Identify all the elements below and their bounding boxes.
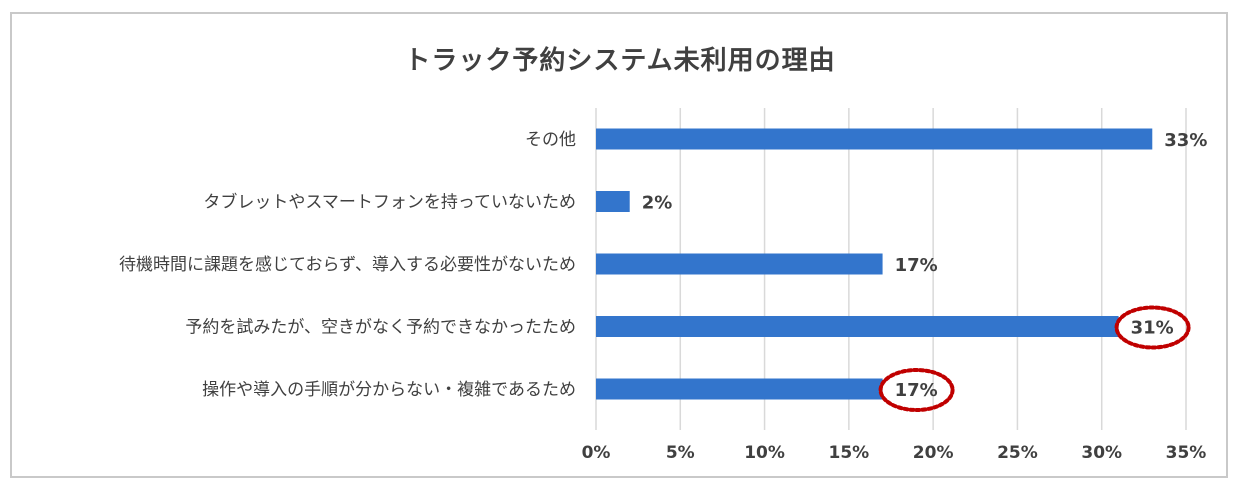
value-label: 17%	[895, 255, 938, 276]
bar	[596, 191, 630, 212]
category-label: 予約を試みたが、空きがなく予約できなかったため	[185, 318, 576, 338]
category-label: タブレットやスマートフォンを持っていないため	[203, 192, 576, 213]
value-label: 33%	[1164, 130, 1207, 151]
highlight-circle	[1114, 305, 1191, 350]
x-tick-label: 20%	[913, 443, 954, 463]
highlight-circle	[878, 368, 955, 412]
value-label: 31%	[1131, 318, 1174, 339]
chart-frame	[10, 12, 1228, 478]
bar	[596, 378, 883, 400]
category-label: その他	[525, 130, 576, 150]
chart-title: トラック予約システム未利用の理由	[404, 46, 836, 76]
category-label: 操作や導入の手順が分からない・複雑であるため	[202, 380, 576, 400]
x-tick-label: 35%	[1166, 443, 1207, 463]
value-label: 17%	[895, 380, 938, 401]
x-tick-label: 15%	[829, 443, 870, 463]
value-label: 2%	[642, 193, 673, 214]
x-tick-label: 25%	[997, 443, 1038, 463]
bar	[596, 128, 1153, 150]
x-tick-label: 30%	[1081, 443, 1122, 463]
bar	[596, 253, 883, 275]
bar	[596, 316, 1119, 337]
x-tick-label: 5%	[666, 443, 695, 463]
x-tick-label: 0%	[582, 443, 611, 463]
x-tick-label: 10%	[744, 443, 785, 463]
category-label: 待機時間に課題を感じておらず、導入する必要性がないため	[119, 255, 576, 275]
